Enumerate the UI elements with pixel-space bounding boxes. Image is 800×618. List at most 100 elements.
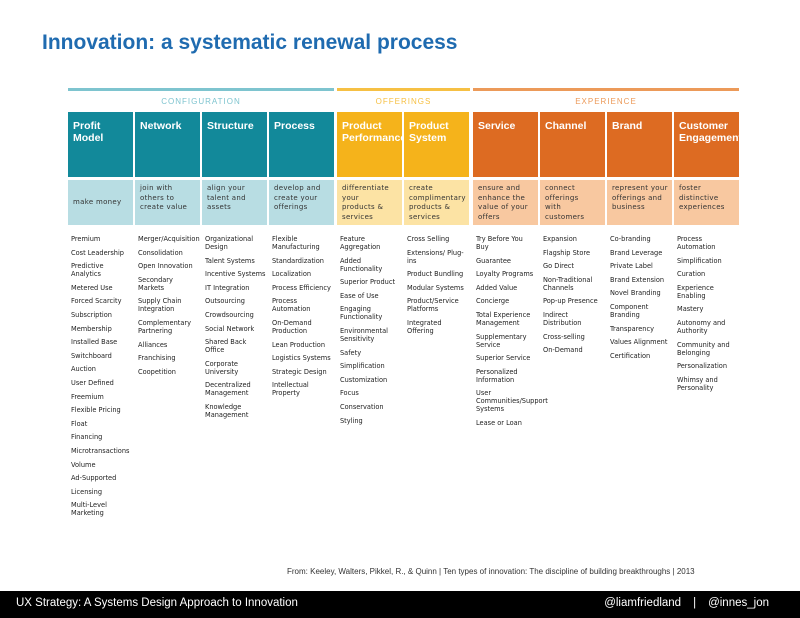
tactic-item: Metered Use (71, 283, 113, 292)
tactic-item: Installed Base (71, 338, 118, 347)
tactic-item: Intellectual Property (272, 381, 309, 398)
configuration-label: CONFIGURATION (161, 97, 241, 106)
experience-bar (473, 88, 739, 91)
tactic-item: On-Demand (543, 346, 583, 355)
tactic-item: Modular Systems (407, 283, 464, 292)
tactic-list: Feature Aggregation Added Functionality Su… (337, 235, 402, 425)
tactic-item: Localization (272, 270, 312, 279)
offerings-bar (337, 88, 470, 91)
tactic-item: Personalized Information (476, 367, 518, 384)
tactic-item: Environmental Sensitivity (340, 326, 388, 343)
tactic-item: Volume (71, 460, 96, 469)
footer-handles: @liamfriedland | @innes_jon (604, 597, 769, 609)
column-service: Service ensure and enhance the value of y… (473, 112, 548, 433)
tactic-item: Guarantee (476, 256, 511, 265)
column-channel: Channel connect offerings with customers E… (540, 112, 605, 360)
tactic-item: Try Before You Buy (476, 235, 523, 251)
tactic-item: Community and Belonging (677, 340, 730, 357)
column-process: Process develop and create your offerings… (269, 112, 334, 403)
tactic-item: Pop-up Presence (543, 297, 598, 306)
tactic-item: Concierge (476, 297, 510, 306)
tactic-item: Indirect Distribution (543, 310, 582, 327)
tactic-item: Float (71, 419, 88, 428)
tactic-item: Consolidation (138, 248, 183, 257)
tactic-item: Social Network (205, 324, 255, 333)
tactic-item: Personalization (677, 362, 727, 371)
tactic-item: Process Automation (272, 297, 311, 314)
tactic-item: Alliances (138, 340, 168, 349)
tactic-item: Merger/Acquisition (138, 235, 200, 243)
tactic-item: Open Innovation (138, 262, 193, 271)
column-description: align your talent and assets (202, 180, 267, 225)
tactic-list: Organizational Design Talent Systems Incen… (202, 235, 267, 419)
tactic-item: Organizational Design (205, 235, 254, 251)
tactic-item: Autonomy and Authority (677, 318, 726, 335)
experience-label: EXPERIENCE (575, 97, 637, 106)
footer-title: UX Strategy: A Systems Design Approach t… (16, 597, 298, 609)
source-citation: From: Keeley, Walters, Pikkel, R., & Qui… (287, 567, 695, 576)
tactic-item: Corporate University (205, 359, 239, 376)
tactic-item: Feature Aggregation (340, 235, 381, 251)
column-profit-model: Profit Model make money Premium Cost Leader… (68, 112, 133, 523)
tactic-item: Novel Branding (610, 289, 661, 298)
tactic-item: Ad-Supported (71, 474, 117, 483)
column-description: foster distinctive experiences (674, 180, 739, 225)
tactic-item: Supplementary Service (476, 332, 527, 349)
tactic-item: Crowdsourcing (205, 310, 254, 319)
tactic-item: Auction (71, 365, 96, 374)
tactic-item: Product Bundling (407, 270, 464, 279)
tactic-item: Supply Chain Integration (138, 297, 182, 314)
footer-separator: | (693, 597, 697, 609)
tactic-item: Brand Extension (610, 275, 665, 284)
configuration-bar (68, 88, 334, 91)
tactic-item: Superior Service (476, 354, 531, 363)
tactic-item: Forced Scarcity (71, 297, 122, 306)
tactic-item: Component Branding (610, 302, 649, 319)
tactic-list: Co-branding Brand Leverage Private Label Br… (607, 235, 672, 360)
tactic-list: Expansion Flagship Store Go Direct Non-Trad… (540, 235, 605, 354)
tactic-item: Conservation (340, 402, 384, 411)
column-header: Process (269, 112, 334, 177)
tactic-item: Flexible Manufacturing (272, 235, 320, 251)
tactic-item: Cross Selling (407, 235, 450, 243)
column-description: create complimentary products & services (404, 180, 469, 225)
tactic-item: Superior Product (340, 278, 396, 287)
tactic-item: Whimsy and Personality (677, 375, 718, 392)
column-header: Channel (540, 112, 605, 177)
tactic-list: Merger/Acquisition Consolidation Open Inno… (135, 235, 200, 376)
tactic-item: Expansion (543, 235, 577, 243)
tactic-item: Ease of Use (340, 291, 379, 300)
tactic-item: Financing (71, 433, 103, 442)
footer-bar: UX Strategy: A Systems Design Approach t… (0, 591, 800, 618)
column-description: join with others to create value (135, 180, 200, 225)
tactic-item: User Defined (71, 378, 114, 387)
tactic-item: Curation (677, 270, 706, 279)
tactic-item: Simplification (677, 256, 722, 265)
tactic-item: Franchising (138, 354, 176, 363)
tactic-item: Certification (610, 351, 651, 360)
tactic-item: Styling (340, 416, 363, 425)
column-header: Product System (404, 112, 469, 177)
column-description: make money (68, 180, 133, 225)
tactic-item: Product/Service Platforms (407, 297, 459, 314)
tactic-item: Incentive Systems (205, 270, 266, 279)
tactic-item: Experience Enabling (677, 283, 714, 300)
tactic-item: Focus (340, 389, 359, 398)
tactic-item: Outsourcing (205, 297, 245, 306)
tactic-item: Switchboard (71, 351, 112, 360)
tactic-item: Process Automation (677, 235, 716, 251)
tactic-item: Licensing (71, 487, 102, 496)
column-header: Customer Engagement (674, 112, 742, 177)
tactic-item: Secondary Markets (138, 275, 173, 292)
tactic-item: Flexible Pricing (71, 406, 121, 415)
tactic-item: Added Value (476, 283, 518, 292)
column-description: connect offerings with customers (540, 180, 605, 225)
tactic-item: Loyalty Programs (476, 270, 534, 279)
tactic-item: Total Experience Management (476, 310, 531, 327)
tactic-item: Decentralized Management (205, 381, 251, 398)
tactic-item: Freemium (71, 392, 104, 401)
tactic-item: Multi-Level Marketing (71, 501, 107, 518)
tactic-list: Premium Cost Leadership Predictive Analyti… (68, 235, 133, 517)
tactic-item: Lease or Loan (476, 418, 522, 427)
column-network: Network join with others to create value M… (135, 112, 200, 381)
